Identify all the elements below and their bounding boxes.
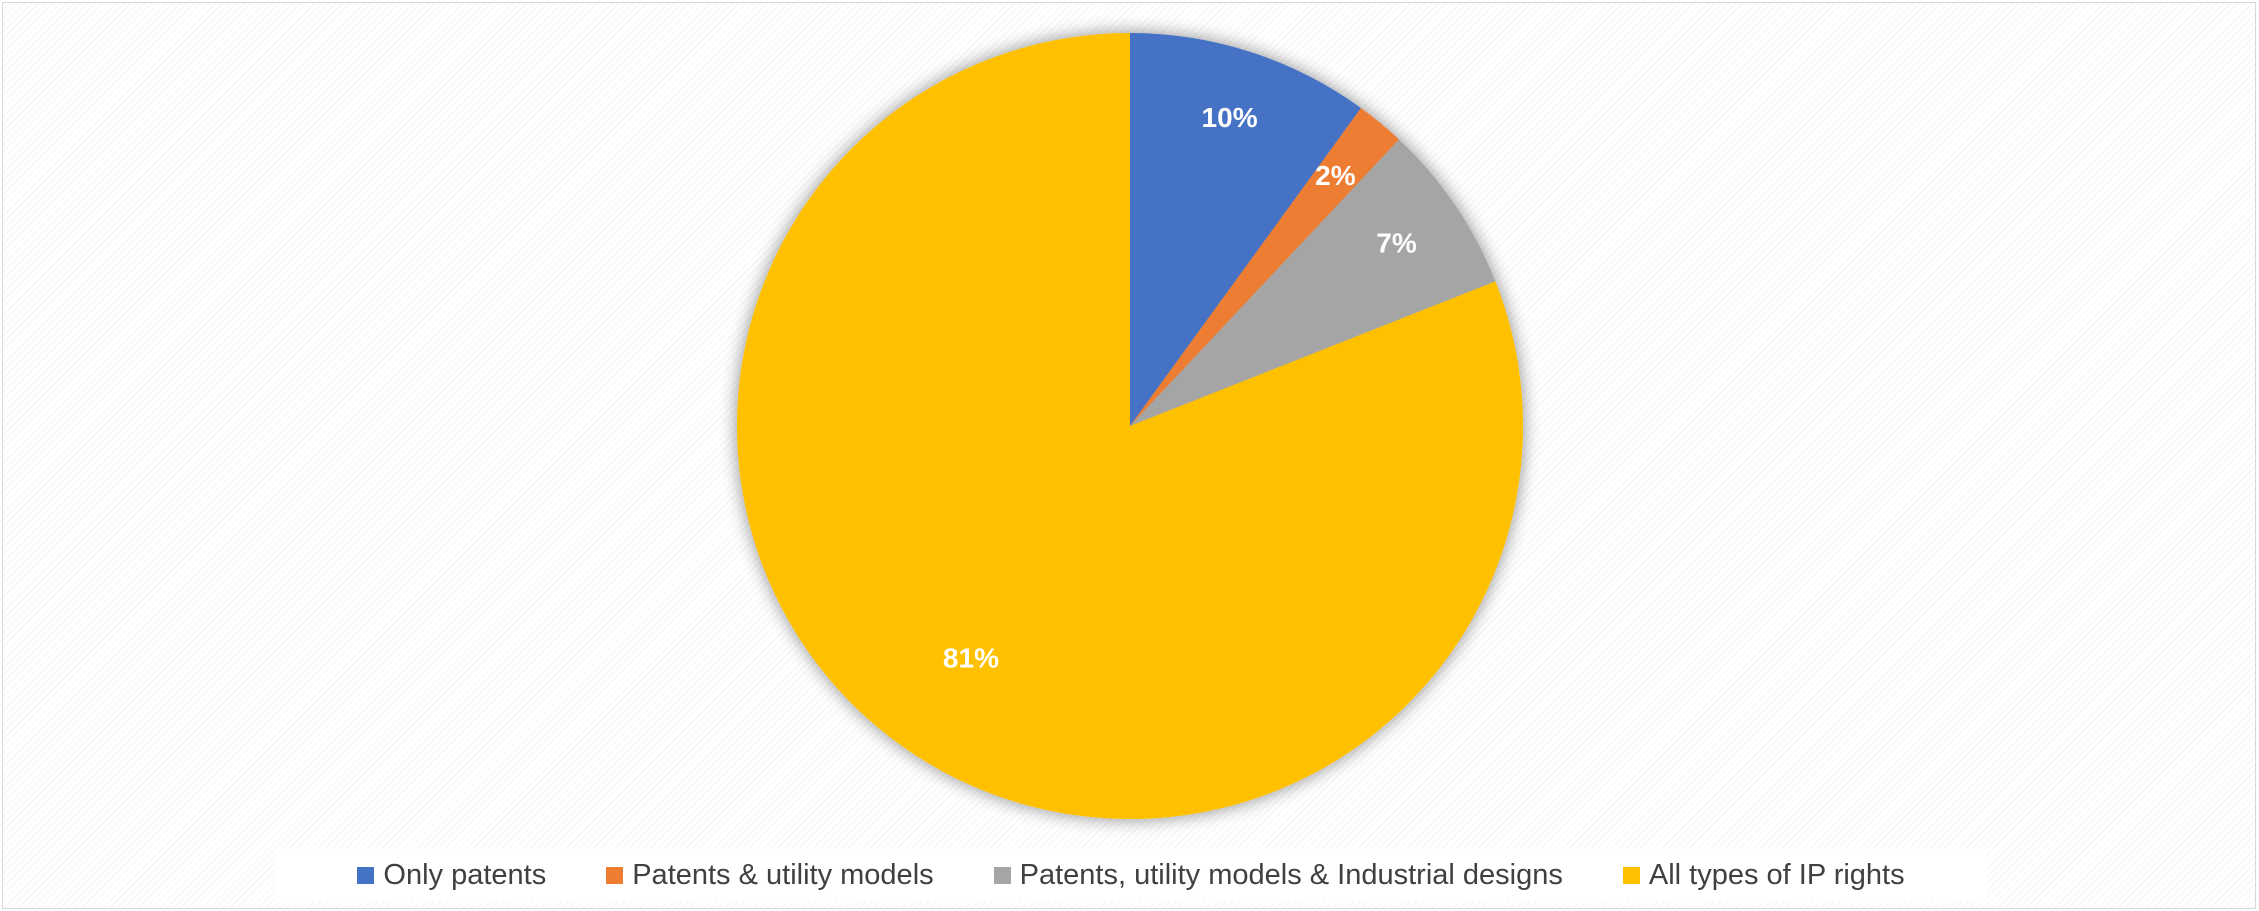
- legend-item-patents-utility-designs: Patents, utility models & Industrial des…: [993, 859, 1563, 892]
- data-label: 7%: [1376, 227, 1417, 258]
- slice-all-ip-rights: [736, 33, 1523, 819]
- legend-swatch: [993, 867, 1011, 884]
- legend-label: Patents & utility models: [632, 859, 934, 891]
- legend-swatch: [606, 867, 624, 884]
- data-label: 10%: [1202, 102, 1258, 133]
- legend-label: Only patents: [383, 859, 547, 891]
- legend-swatch: [1622, 867, 1640, 884]
- data-label: 81%: [943, 642, 999, 673]
- data-label: 2%: [1315, 160, 1356, 191]
- legend-item-all-ip-rights: All types of IP rights: [1622, 859, 1905, 892]
- legend-label: All types of IP rights: [1648, 859, 1905, 891]
- legend-item-only-patents: Only patents: [357, 859, 546, 892]
- legend-label: Patents, utility models & Industrial des…: [1019, 859, 1563, 891]
- slice-only-patents: [1130, 33, 1361, 426]
- legend: Only patents Patents & utility models Pa…: [276, 849, 1986, 902]
- legend-item-patents-utility-models: Patents & utility models: [606, 859, 934, 892]
- slice-patents-utility-models: [1130, 108, 1400, 426]
- pie-chart: 10% 2% 7% 81%: [736, 33, 1523, 819]
- legend-swatch: [357, 867, 375, 884]
- slice-patents-utility-designs: [1130, 139, 1496, 427]
